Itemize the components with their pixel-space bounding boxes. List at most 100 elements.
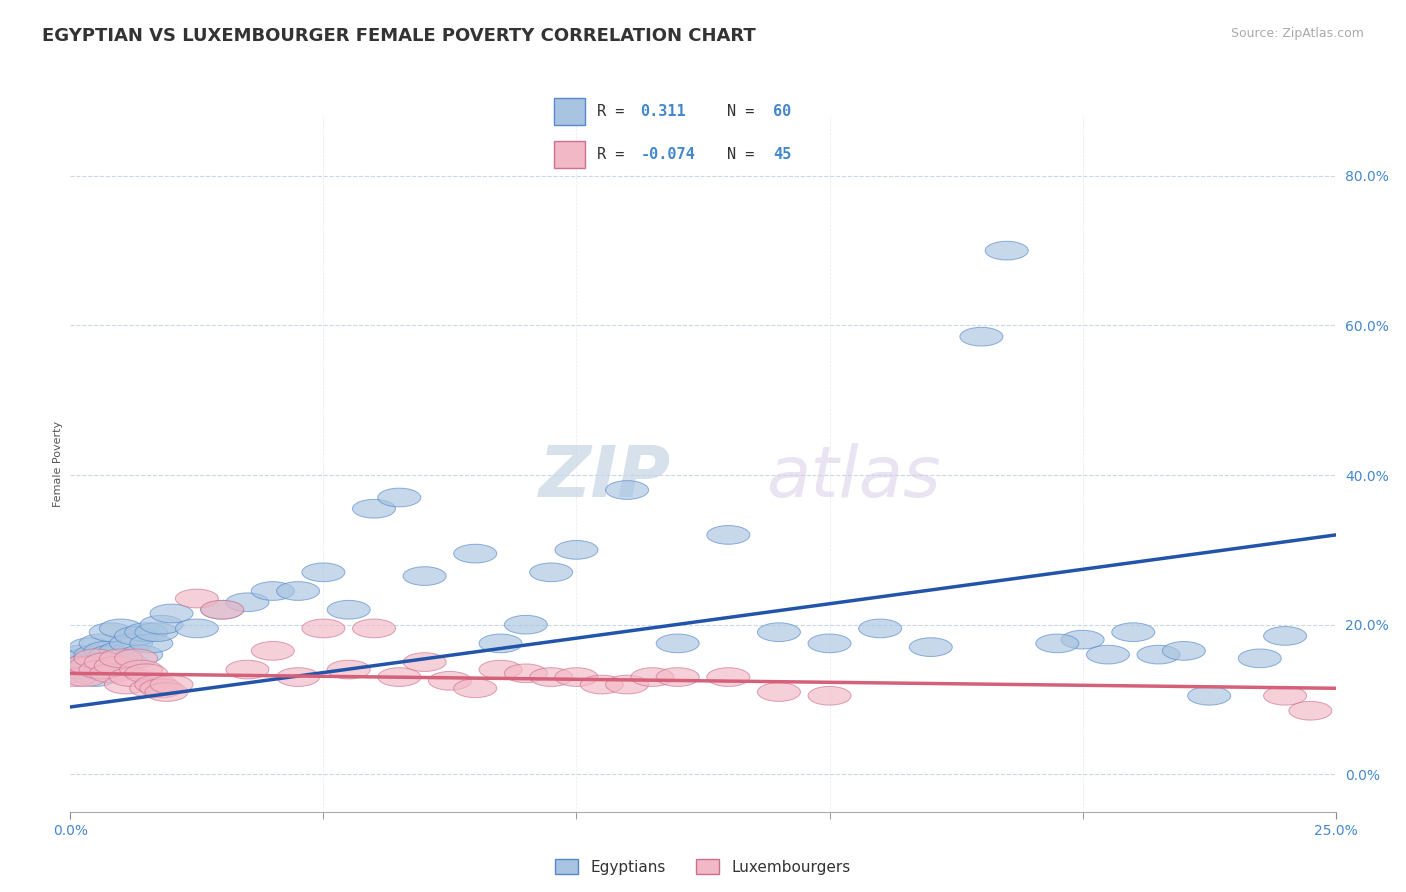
Ellipse shape [1264,626,1306,645]
Bar [554,141,585,168]
Ellipse shape [79,660,122,679]
Text: R =: R = [598,104,624,119]
Ellipse shape [69,657,112,675]
Ellipse shape [63,657,107,675]
Y-axis label: Female Poverty: Female Poverty [53,421,63,507]
Ellipse shape [505,664,547,682]
Ellipse shape [110,634,152,653]
Ellipse shape [90,664,132,682]
Ellipse shape [59,657,103,675]
Ellipse shape [1163,641,1205,660]
Ellipse shape [657,634,699,653]
Ellipse shape [859,619,901,638]
Text: 0.311: 0.311 [640,104,686,119]
Ellipse shape [353,619,395,638]
Ellipse shape [707,668,749,687]
Ellipse shape [277,582,319,600]
Ellipse shape [986,241,1028,260]
Ellipse shape [1137,645,1180,664]
Ellipse shape [353,500,395,518]
Text: 60: 60 [773,104,792,119]
Ellipse shape [1036,634,1078,653]
Ellipse shape [505,615,547,634]
Ellipse shape [63,668,107,687]
Ellipse shape [84,657,128,675]
Ellipse shape [141,615,183,634]
Ellipse shape [75,645,117,664]
Ellipse shape [100,641,142,660]
Ellipse shape [110,668,152,687]
Ellipse shape [530,563,572,582]
Ellipse shape [69,638,112,657]
Text: 45: 45 [773,147,792,161]
Ellipse shape [530,668,572,687]
Ellipse shape [328,600,370,619]
Ellipse shape [479,660,522,679]
Ellipse shape [758,682,800,701]
Ellipse shape [114,649,157,668]
Ellipse shape [581,675,623,694]
Ellipse shape [94,657,138,675]
Ellipse shape [1188,687,1230,705]
Ellipse shape [114,626,157,645]
Ellipse shape [226,593,269,612]
Ellipse shape [59,660,103,679]
Ellipse shape [75,668,117,687]
Ellipse shape [90,645,132,664]
Ellipse shape [53,668,97,687]
Text: R =: R = [598,147,624,161]
Ellipse shape [176,589,218,607]
Ellipse shape [657,668,699,687]
Ellipse shape [302,563,344,582]
Text: ZIP: ZIP [538,443,671,512]
Ellipse shape [555,668,598,687]
Ellipse shape [100,619,142,638]
Ellipse shape [555,541,598,559]
Ellipse shape [69,653,112,672]
Ellipse shape [135,623,177,641]
Text: -0.074: -0.074 [640,147,695,161]
Ellipse shape [125,623,167,641]
Text: N =: N = [727,147,754,161]
Legend: Egyptians, Luxembourgers: Egyptians, Luxembourgers [550,853,856,880]
Ellipse shape [378,668,420,687]
Ellipse shape [145,682,188,701]
Ellipse shape [1289,701,1331,720]
Text: EGYPTIAN VS LUXEMBOURGER FEMALE POVERTY CORRELATION CHART: EGYPTIAN VS LUXEMBOURGER FEMALE POVERTY … [42,27,756,45]
Ellipse shape [631,668,673,687]
Text: N =: N = [727,104,754,119]
Ellipse shape [1239,649,1281,668]
Ellipse shape [404,653,446,672]
Ellipse shape [454,679,496,698]
Ellipse shape [53,664,97,682]
Ellipse shape [910,638,952,657]
Ellipse shape [1112,623,1154,641]
Ellipse shape [302,619,344,638]
Ellipse shape [104,675,148,694]
Ellipse shape [960,327,1002,346]
Ellipse shape [1087,645,1129,664]
Ellipse shape [63,649,107,668]
Ellipse shape [150,675,193,694]
Ellipse shape [277,668,319,687]
Ellipse shape [84,653,128,672]
Ellipse shape [120,660,163,679]
Ellipse shape [808,687,851,705]
Ellipse shape [176,619,218,638]
Ellipse shape [90,623,132,641]
Ellipse shape [201,600,243,619]
Ellipse shape [404,566,446,585]
Ellipse shape [226,660,269,679]
Ellipse shape [378,488,420,507]
Ellipse shape [252,582,294,600]
Ellipse shape [75,649,117,668]
Ellipse shape [100,649,142,668]
Ellipse shape [120,645,163,664]
Ellipse shape [129,679,173,698]
Ellipse shape [606,481,648,500]
Ellipse shape [201,600,243,619]
Ellipse shape [808,634,851,653]
Ellipse shape [1264,687,1306,705]
Ellipse shape [479,634,522,653]
Ellipse shape [94,657,138,675]
